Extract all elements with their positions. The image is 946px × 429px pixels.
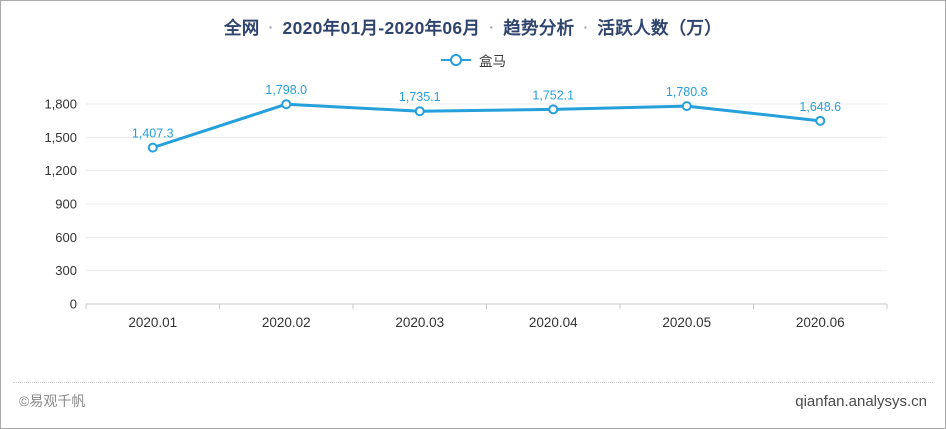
data-point-marker[interactable] xyxy=(281,99,292,110)
chart-title: 全网 · 2020年01月-2020年06月 · 趋势分析 · 活跃人数（万） xyxy=(1,15,945,40)
title-separator: · xyxy=(583,19,589,35)
title-segment: 2020年01月-2020年06月 xyxy=(282,18,481,38)
data-point-label: 1,798.0 xyxy=(265,83,307,97)
x-axis-category-label: 2020.03 xyxy=(395,315,444,330)
legend-line-marker-icon xyxy=(441,54,471,66)
x-axis-category-label: 2020.06 xyxy=(796,315,845,330)
title-separator: · xyxy=(268,19,274,35)
series-line xyxy=(151,102,822,150)
y-axis-tick-label: 1,500 xyxy=(44,130,77,145)
x-axis-category-label: 2020.05 xyxy=(662,315,711,330)
title-segment: 全网 xyxy=(223,18,260,38)
y-axis-tick-label: 1,200 xyxy=(44,163,77,178)
data-point-label: 1,648.6 xyxy=(799,100,841,114)
data-point-marker[interactable] xyxy=(414,106,425,117)
copyright-text: ©易观千帆 xyxy=(19,393,86,409)
data-point-label: 1,780.8 xyxy=(666,85,708,99)
data-point-marker[interactable] xyxy=(815,115,826,126)
y-axis-tick-label: 300 xyxy=(55,263,77,278)
site-link[interactable]: qianfan.analysys.cn xyxy=(795,392,927,410)
legend: 盒马 xyxy=(1,50,945,70)
x-axis-category-label: 2020.02 xyxy=(262,315,311,330)
x-axis-category-label: 2020.04 xyxy=(529,315,578,330)
trend-line-chart[interactable]: 0 300 600 900 1,200 1,500 1,800 2020.01 2020.02 2… xyxy=(1,1,946,359)
footer: ©易观千帆 qianfan.analysys.cn xyxy=(13,382,933,411)
title-segment: 活跃人数（万） xyxy=(597,18,723,38)
y-axis-tick-label: 600 xyxy=(55,230,77,245)
data-point-marker[interactable] xyxy=(147,142,158,153)
data-point-label: 1,735.1 xyxy=(399,90,441,104)
x-axis-category-label: 2020.01 xyxy=(128,315,177,330)
legend-label: 盒马 xyxy=(479,54,506,69)
data-point-label: 1,407.3 xyxy=(132,127,174,141)
data-point-marker[interactable] xyxy=(681,101,692,112)
y-axis-tick-label: 900 xyxy=(55,197,77,212)
data-point-label: 1,752.1 xyxy=(532,88,574,102)
title-segment: 趋势分析 xyxy=(503,18,575,38)
data-point-marker[interactable] xyxy=(548,104,559,115)
title-separator: · xyxy=(489,19,495,35)
legend-item-hema[interactable]: 盒马 xyxy=(440,50,506,70)
y-axis-tick-label: 1,800 xyxy=(44,97,77,112)
y-axis-tick-label: 0 xyxy=(70,297,77,312)
